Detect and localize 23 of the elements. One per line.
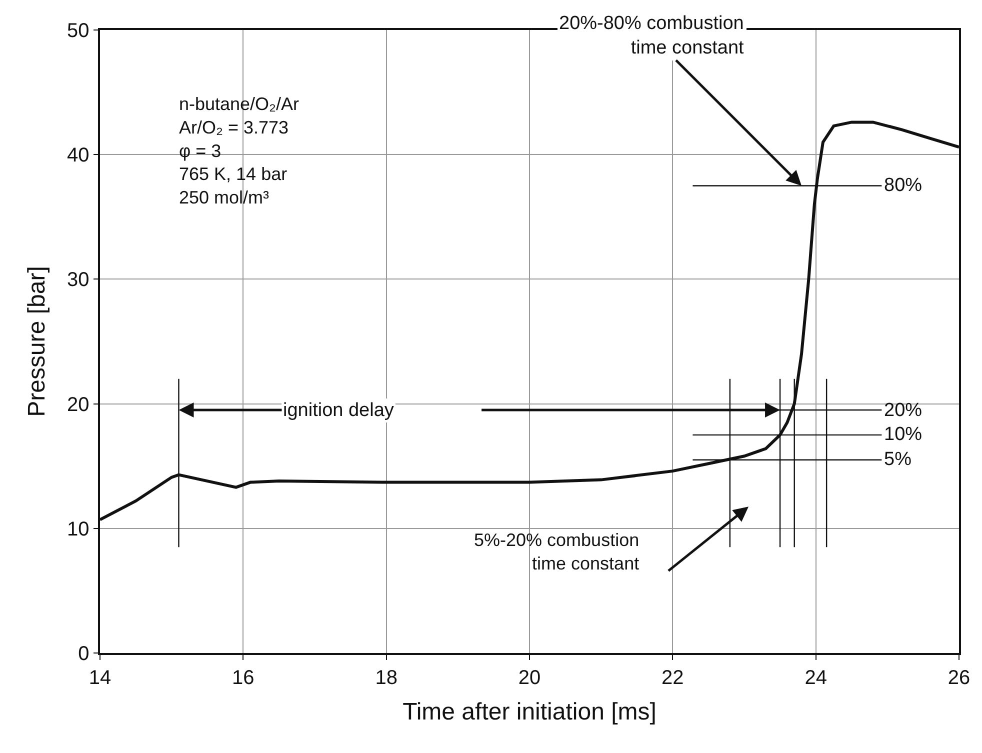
x-tick-label: 26	[948, 666, 970, 689]
x-tick-label: 24	[804, 666, 827, 689]
annotation: 20%-80% combustion time constant	[559, 13, 745, 59]
y-tick-label: 30	[67, 269, 90, 292]
x-tick-label: 22	[662, 666, 684, 689]
x-tick-label: 16	[232, 666, 254, 689]
annotation: 20%	[884, 400, 922, 421]
x-axis-title: Time after initiation [ms]	[402, 698, 656, 726]
annotation: 5%-20% combustion time constant	[474, 530, 640, 574]
y-axis-title: Pressure [bar]	[24, 266, 51, 417]
annotation: ignition delay	[283, 400, 394, 421]
y-tick-label: 20	[67, 394, 90, 416]
x-tick-label: 18	[375, 666, 398, 689]
annotation: 80%	[884, 175, 922, 196]
annotation: 5%	[884, 449, 912, 470]
x-tick-label: 20	[518, 666, 541, 689]
y-tick-label: 0	[78, 643, 90, 665]
y-tick-label: 10	[67, 518, 90, 540]
y-tick-label: 40	[67, 144, 90, 167]
annotation: 10%	[884, 424, 922, 445]
x-tick-label: 14	[88, 666, 112, 689]
annotation: n-butane/O₂/Ar Ar/O₂ = 3.773 φ = 3 765 K, 14 bar 250 mol/m³	[179, 94, 300, 208]
y-tick-label: 50	[67, 20, 90, 42]
